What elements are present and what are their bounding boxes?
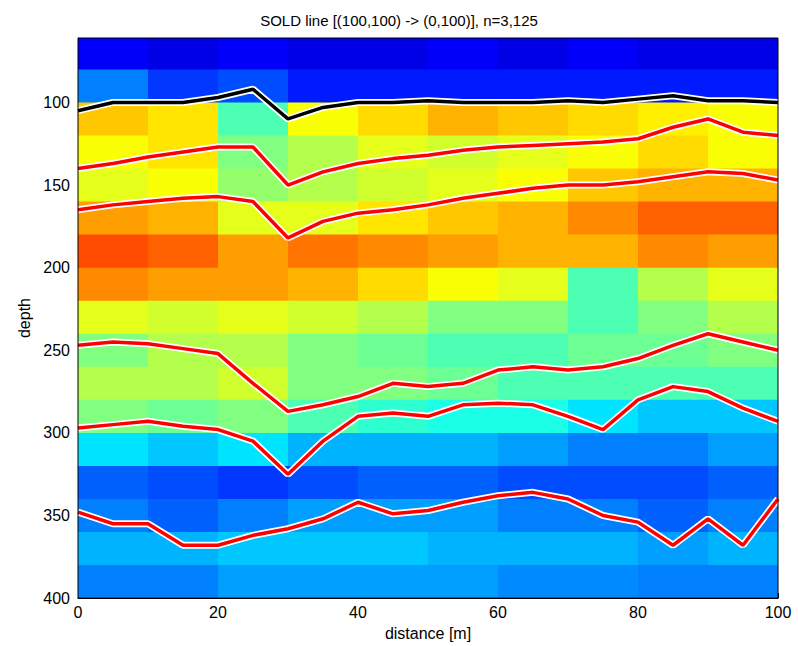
svg-text:300: 300 bbox=[43, 424, 70, 441]
svg-text:150: 150 bbox=[43, 177, 70, 194]
svg-text:80: 80 bbox=[629, 604, 647, 621]
svg-text:40: 40 bbox=[349, 604, 367, 621]
svg-text:20: 20 bbox=[209, 604, 227, 621]
svg-text:250: 250 bbox=[43, 342, 70, 359]
svg-text:distance [m]: distance [m] bbox=[385, 625, 471, 642]
svg-text:60: 60 bbox=[489, 604, 507, 621]
svg-text:depth: depth bbox=[16, 298, 33, 338]
svg-text:100: 100 bbox=[43, 94, 70, 111]
svg-text:350: 350 bbox=[43, 507, 70, 524]
svg-text:0: 0 bbox=[74, 604, 83, 621]
svg-text:200: 200 bbox=[43, 259, 70, 276]
svg-text:100: 100 bbox=[765, 604, 792, 621]
svg-text:SOLD line [(100,100) -> (0,100: SOLD line [(100,100) -> (0,100)], n=3,12… bbox=[260, 12, 538, 29]
svg-text:400: 400 bbox=[43, 590, 70, 607]
